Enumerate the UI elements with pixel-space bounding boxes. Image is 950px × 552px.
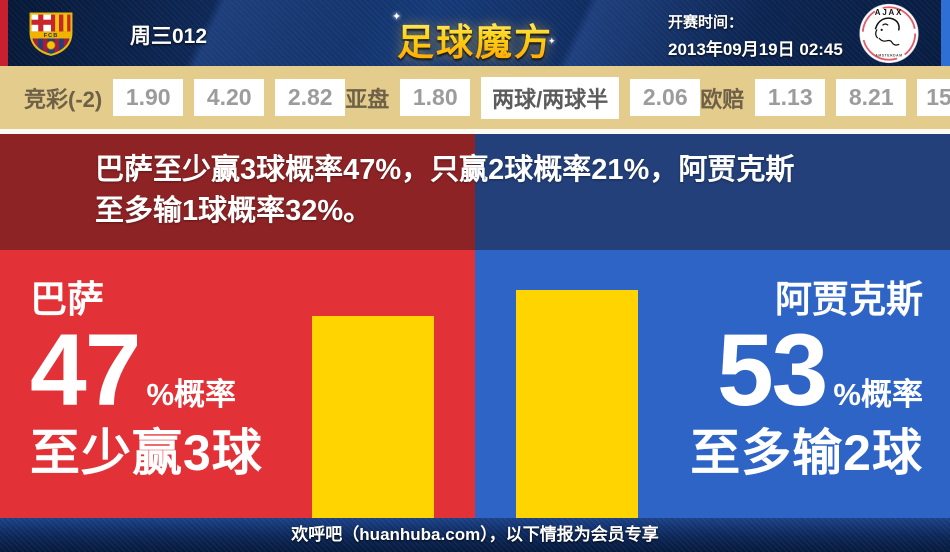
ajax-crest-label: AJAX (875, 8, 903, 17)
odds-value-cell[interactable]: 4.20 (194, 79, 265, 116)
sparkle-icon: ✦ (548, 36, 556, 46)
kickoff-datetime: 2013年09月19日 02:45 (668, 40, 843, 59)
probability-board: 巴萨至少赢3球概率47%，只赢2球概率21%，阿贾克斯 至多输1球概率32%。 … (0, 134, 950, 518)
right-blue-stripe (941, 0, 950, 66)
odds-label: 竞彩(-2) (24, 86, 103, 112)
probability-number: 47 (30, 312, 141, 427)
header: FCB 周三012 足球魔方 ✦ ✦ 开赛时间： 2013年09月19日 02:… (0, 0, 950, 66)
probability-number: 53 (716, 312, 828, 427)
separator-line (0, 129, 950, 134)
odds-label: 亚盘 (345, 86, 390, 112)
probability-bar-barcelona (312, 316, 434, 518)
probability-value-row: 53 %概率 (716, 312, 923, 427)
team-name: 阿贾克斯 (775, 279, 923, 320)
summary-band-right-navy (475, 134, 950, 250)
match-code: 周三012 (130, 25, 208, 48)
outcome-text: 至多输2球 (690, 424, 923, 481)
fcb-crest-label: FCB (44, 33, 59, 39)
barcelona-panel: 巴萨 47 %概率 至少赢3球 (30, 279, 263, 481)
ajax-crest-icon: AJAX AMSTERDAM (858, 3, 920, 64)
kickoff-label: 开赛时间： (668, 14, 744, 31)
kickoff-time-block: 开赛时间： 2013年09月19日 02:45 (668, 11, 843, 60)
summary-band (0, 134, 950, 250)
odds-value-cell[interactable]: 2.82 (275, 79, 346, 116)
odds-bar: 竞彩(-2) 1.90 4.20 2.82 亚盘 1.80 两球/两球半 2.0… (0, 66, 950, 129)
probability-suffix: %概率 (833, 376, 923, 412)
site-logo: 足球魔方 (370, 12, 580, 66)
footer-text: 欢呼吧（huanhuba.com），以下情报为会员专享 (291, 525, 659, 544)
odds-value-cell[interactable]: 1.90 (113, 79, 184, 116)
odds-label: 欧赔 (700, 86, 745, 112)
ajax-crest-sublabel: AMSTERDAM (875, 54, 902, 58)
odds-value-cell[interactable]: 8.21 (836, 79, 907, 116)
team-name: 巴萨 (30, 279, 104, 320)
probability-suffix: %概率 (146, 376, 237, 412)
odds-group-yapan: 亚盘 1.80 两球/两球半 2.06 (345, 76, 701, 119)
footer: 欢呼吧（huanhuba.com），以下情报为会员专享 (0, 518, 950, 552)
probability-value-row: 47 %概率 (30, 312, 237, 427)
outcome-text: 至少赢3球 (30, 424, 263, 481)
summary-band-left-red (0, 134, 475, 250)
summary-line-2: 至多输1球概率32%。 (95, 195, 373, 227)
fc-barcelona-crest-icon: FCB (27, 11, 75, 57)
odds-group-oupei: 欧赔 1.13 8.21 15.61 (700, 79, 950, 116)
odds-value-cell[interactable]: 15.61 (917, 79, 950, 116)
odds-group-jingcai: 竞彩(-2) 1.90 4.20 2.82 (24, 79, 346, 116)
handicap-cell[interactable]: 两球/两球半 (481, 76, 620, 119)
sparkle-icon: ✦ (392, 11, 402, 23)
left-red-stripe (0, 0, 8, 66)
probability-bar-ajax (516, 290, 638, 518)
odds-value-cell[interactable]: 1.80 (400, 79, 471, 116)
summary-text: 巴萨至少赢3球概率47%，只赢2球概率21%，阿贾克斯 至多输1球概率32%。 (95, 150, 885, 232)
odds-value-cell[interactable]: 1.13 (755, 79, 826, 116)
ajax-panel: 阿贾克斯 53 %概率 至多输2球 (690, 279, 923, 481)
summary-line-1: 巴萨至少赢3球概率47%，只赢2球概率21%，阿贾克斯 (95, 154, 795, 186)
odds-value-cell[interactable]: 2.06 (630, 79, 701, 116)
